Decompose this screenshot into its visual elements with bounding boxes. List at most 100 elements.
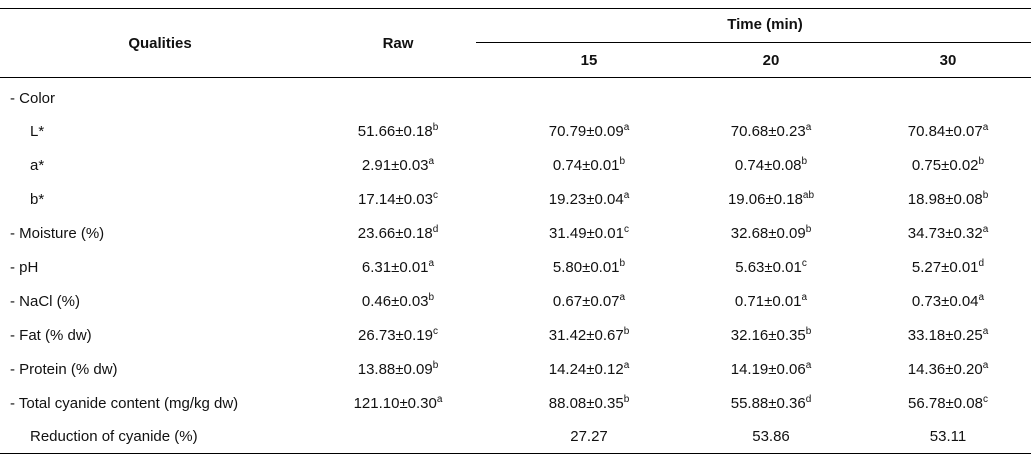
cell-value: 0.71±0.01	[734, 293, 802, 310]
header-raw: Raw	[382, 35, 414, 52]
cell-superscript: b	[432, 360, 439, 371]
table-cell: 121.10±0.30a	[353, 394, 443, 413]
cell-value: 13.88±0.09	[357, 361, 433, 378]
cell-superscript: a	[982, 122, 989, 133]
row-label: - Moisture (%)	[10, 225, 105, 242]
table-cell: 56.78±0.08c	[908, 395, 988, 413]
table-cell: 13.88±0.09b	[357, 360, 439, 379]
cell-value: 0.46±0.03	[361, 293, 429, 310]
cell-value: 56.78±0.08	[908, 395, 983, 412]
top-rule	[0, 8, 1031, 9]
cell-value: 18.98±0.08	[907, 191, 983, 208]
cell-value: 70.68±0.23	[730, 123, 806, 140]
table-cell: 31.49±0.01c	[549, 224, 629, 243]
table-cell: 53.86	[752, 428, 790, 445]
header-bottom-rule	[0, 77, 1031, 78]
cell-value: 70.84±0.07	[907, 123, 983, 140]
table-cell: 6.31±0.01a	[361, 258, 435, 277]
table-cell: 32.16±0.35b	[730, 326, 812, 345]
table-cell: 14.19±0.06a	[731, 361, 812, 379]
cell-value: 5.27±0.01	[911, 259, 979, 276]
table-cell: 53.11	[930, 428, 966, 445]
table-cell: 32.68±0.09b	[730, 224, 812, 243]
cell-value: 19.23±0.04	[548, 191, 624, 208]
table-cell: 33.18±0.25a	[907, 327, 989, 345]
cell-superscript: a	[805, 122, 812, 133]
cell-value: 27.27	[570, 428, 608, 445]
cell-superscript: d	[805, 394, 812, 405]
row-label: Reduction of cyanide (%)	[30, 428, 198, 445]
cell-superscript: a	[982, 360, 989, 371]
cell-value: 70.79±0.09	[548, 123, 624, 140]
cell-value: 6.31±0.01	[361, 259, 429, 276]
cell-value: 19.06±0.18	[727, 191, 803, 208]
table-cell: 14.36±0.20a	[908, 360, 989, 379]
cell-superscript: b	[623, 394, 630, 405]
cell-superscript: b	[978, 156, 985, 167]
cell-superscript: b	[982, 190, 989, 201]
cell-value: 53.86	[752, 428, 790, 445]
cell-value: 17.14±0.03	[358, 191, 433, 208]
cell-superscript: a	[623, 360, 630, 371]
cell-value: 32.68±0.09	[730, 225, 806, 242]
time-subheader-rule	[476, 42, 1031, 43]
table-cell: 0.67±0.07a	[552, 292, 626, 311]
row-label: - NaCl (%)	[10, 293, 80, 310]
header-time: Time (min)	[727, 16, 803, 33]
table-cell: 17.14±0.03c	[358, 190, 438, 209]
cell-value: 26.73±0.19	[358, 327, 433, 344]
header-qualities: Qualities	[128, 35, 192, 52]
cell-superscript: b	[623, 326, 630, 337]
header-time-20: 20	[762, 52, 780, 69]
row-label: a*	[30, 157, 45, 174]
cell-superscript: c	[432, 326, 438, 337]
cell-superscript: a	[619, 292, 626, 303]
table-cell: 34.73±0.32a	[907, 225, 989, 243]
table-cell: 0.71±0.01a	[734, 292, 808, 311]
table-cell: 5.80±0.01b	[553, 259, 625, 277]
cell-superscript: ab	[802, 190, 815, 201]
cell-superscript: c	[801, 258, 807, 269]
cell-superscript: d	[978, 258, 985, 269]
table-cell: 31.42±0.67b	[549, 326, 630, 345]
cell-value: 121.10±0.30	[353, 395, 437, 412]
cell-value: 0.74±0.08	[734, 157, 802, 174]
cell-value: 53.11	[929, 428, 967, 445]
cell-value: 34.73±0.32	[907, 225, 983, 242]
cell-superscript: c	[432, 190, 438, 201]
cell-value: 55.88±0.36	[730, 395, 806, 412]
table-cell: 19.06±0.18ab	[727, 190, 815, 209]
table-cell: 0.46±0.03b	[361, 292, 435, 311]
cell-superscript: a	[801, 292, 808, 303]
row-label: b*	[30, 191, 45, 208]
cell-value: 32.16±0.35	[730, 327, 806, 344]
cell-superscript: a	[428, 258, 435, 269]
cell-superscript: a	[978, 292, 985, 303]
row-label: L*	[30, 123, 45, 140]
cell-value: 33.18±0.25	[907, 327, 983, 344]
cell-value: 0.67±0.07	[552, 293, 620, 310]
cell-value: 0.73±0.04	[911, 293, 979, 310]
cell-superscript: a	[623, 190, 630, 201]
table-cell: 0.74±0.08b	[734, 157, 807, 175]
cell-superscript: a	[623, 122, 630, 133]
table-cell: 51.66±0.18b	[357, 123, 439, 141]
cell-superscript: c	[623, 224, 629, 235]
table-cell: 2.91±0.03a	[361, 157, 434, 175]
table-cell: 0.73±0.04a	[911, 292, 985, 311]
table-cell: 70.84±0.07a	[907, 122, 989, 141]
cell-value: 2.91±0.03	[361, 157, 429, 174]
table-cell: 5.63±0.01c	[735, 258, 807, 277]
header-time-30: 30	[939, 52, 957, 69]
cell-superscript: b	[805, 224, 812, 235]
table-cell: 70.68±0.23a	[730, 122, 812, 141]
cell-value: 51.66±0.18	[357, 123, 433, 140]
cell-value: 14.24±0.12	[548, 361, 624, 378]
cell-superscript: b	[805, 326, 812, 337]
table-cell: 5.27±0.01d	[911, 258, 985, 277]
cell-superscript: a	[436, 394, 443, 405]
cell-superscript: b	[428, 292, 435, 303]
row-label: - pH	[10, 259, 39, 276]
cell-value: 31.49±0.01	[549, 225, 624, 242]
cell-value: 88.08±0.35	[548, 395, 624, 412]
